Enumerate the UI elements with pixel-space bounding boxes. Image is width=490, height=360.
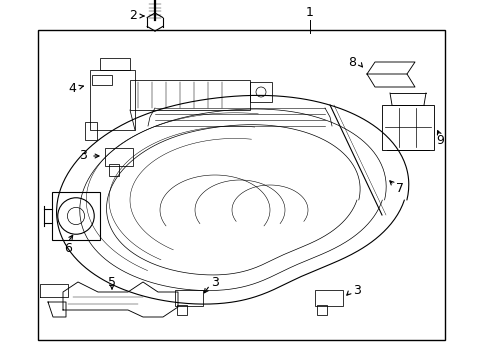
Bar: [52, 192, 100, 240]
Bar: [382, 105, 434, 150]
Bar: [85, 122, 97, 140]
Bar: [92, 75, 112, 85]
Bar: [38, 30, 445, 340]
Text: 5: 5: [108, 275, 116, 288]
Bar: [317, 305, 327, 315]
Bar: [315, 290, 343, 306]
Bar: [90, 70, 135, 130]
Bar: [175, 290, 203, 306]
Text: 2: 2: [129, 9, 137, 22]
Bar: [177, 305, 187, 315]
Bar: [250, 82, 272, 102]
Text: 7: 7: [396, 181, 404, 194]
Text: 4: 4: [68, 81, 76, 95]
Text: 3: 3: [79, 149, 87, 162]
Text: 9: 9: [436, 134, 444, 147]
Bar: [100, 58, 130, 70]
Text: 6: 6: [64, 242, 72, 255]
Bar: [105, 148, 133, 166]
Bar: [109, 164, 119, 176]
Bar: [130, 80, 250, 110]
Text: 8: 8: [348, 55, 356, 68]
Text: 3: 3: [211, 275, 219, 288]
Text: 1: 1: [306, 5, 314, 18]
Text: 3: 3: [353, 284, 361, 297]
